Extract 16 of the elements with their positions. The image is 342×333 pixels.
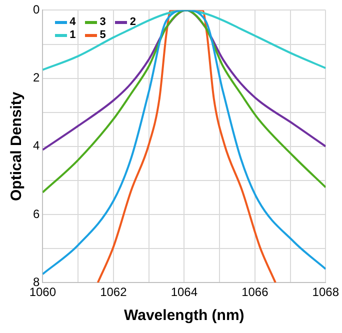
line-series — [96, 10, 276, 283]
legend-label: 4 — [70, 16, 76, 28]
legend-label: 3 — [100, 16, 106, 28]
legend-label: 2 — [130, 16, 136, 28]
x-tick-label: 1064 — [170, 285, 198, 300]
y-tick-label: 6 — [32, 206, 40, 221]
legend-label: 5 — [100, 29, 106, 42]
y-axis-title: Optical Density — [8, 91, 26, 201]
x-tick-label: 1062 — [100, 285, 128, 300]
x-tick-label: 1066 — [242, 285, 269, 300]
legend-label: 1 — [70, 29, 76, 42]
y-tick-label: 2 — [32, 70, 40, 85]
x-axis-title: Wavelength (nm) — [124, 307, 244, 324]
y-tick-label: 4 — [32, 138, 40, 153]
x-tick-label: 1068 — [312, 285, 340, 300]
y-tick-label: 0 — [32, 2, 40, 17]
